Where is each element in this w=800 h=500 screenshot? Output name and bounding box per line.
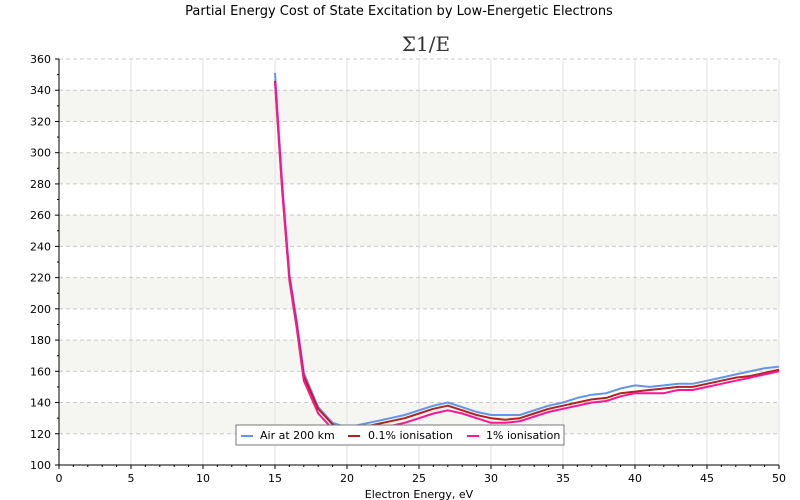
legend-label-0-1-ionisation: 0.1% ionisation bbox=[368, 429, 453, 442]
x-tick-label: 25 bbox=[412, 472, 426, 485]
y-tick-label: 320 bbox=[30, 115, 51, 128]
y-tick-label: 240 bbox=[30, 240, 51, 253]
legend: Air at 200 km 0.1% ionisation 1% ionisat… bbox=[235, 424, 565, 446]
legend-box bbox=[235, 424, 565, 446]
y-tick-label: 100 bbox=[30, 459, 51, 472]
x-tick-label: 50 bbox=[772, 472, 786, 485]
legend-item-air: Air at 200 km bbox=[241, 429, 335, 442]
x-tick-label: 10 bbox=[196, 472, 210, 485]
legend-item-0-1-ionisation: 0.1% ionisation bbox=[348, 429, 453, 442]
x-tick-label: 20 bbox=[340, 472, 354, 485]
legend-label-1-ionisation: 1% ionisation bbox=[486, 429, 560, 442]
x-axis-label: Electron Energy, eV bbox=[365, 488, 474, 500]
series-layer bbox=[274, 73, 780, 437]
y-tick-label: 340 bbox=[30, 84, 51, 97]
series-line-1 bbox=[274, 73, 780, 429]
y-tick-label: 200 bbox=[30, 303, 51, 316]
y-tick-label: 220 bbox=[30, 272, 51, 285]
chart-subtitle: Σ1/E bbox=[402, 32, 450, 56]
y-tick-label: 280 bbox=[30, 178, 51, 191]
y-tick-label: 180 bbox=[30, 334, 51, 347]
grid bbox=[59, 58, 780, 465]
y-tick-label: 140 bbox=[30, 397, 51, 410]
x-tick-label: 0 bbox=[56, 472, 63, 485]
y-tick-label: 120 bbox=[30, 428, 51, 441]
series-line-2 bbox=[274, 80, 780, 432]
axes: 1001201401601802002202402602803003203403… bbox=[30, 53, 786, 485]
x-tick-label: 45 bbox=[700, 472, 714, 485]
x-tick-label: 35 bbox=[556, 472, 570, 485]
x-tick-label: 15 bbox=[268, 472, 282, 485]
x-tick-label: 5 bbox=[128, 472, 135, 485]
x-tick-label: 40 bbox=[628, 472, 642, 485]
y-tick-label: 360 bbox=[30, 53, 51, 66]
y-tick-label: 160 bbox=[30, 365, 51, 378]
chart-title: Partial Energy Cost of State Excitation … bbox=[185, 4, 613, 19]
y-tick-label: 260 bbox=[30, 209, 51, 222]
x-tick-label: 30 bbox=[484, 472, 498, 485]
legend-item-1-ionisation: 1% ionisation bbox=[467, 429, 560, 442]
y-tick-label: 300 bbox=[30, 147, 51, 160]
legend-label-air: Air at 200 km bbox=[260, 429, 335, 442]
